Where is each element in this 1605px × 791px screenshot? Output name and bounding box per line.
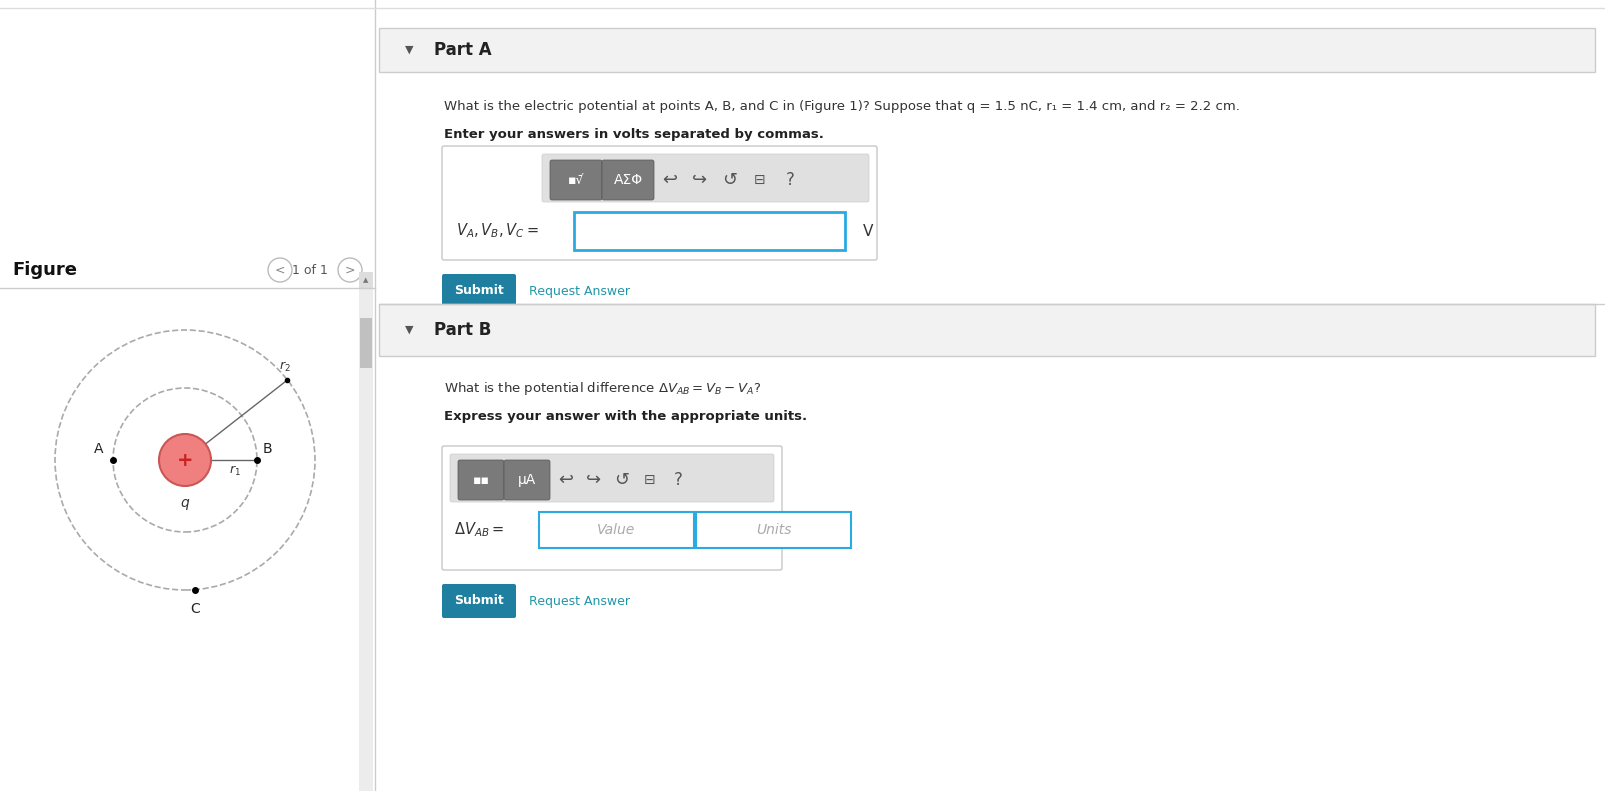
Text: Part A: Part A xyxy=(433,41,491,59)
FancyBboxPatch shape xyxy=(441,274,515,308)
FancyBboxPatch shape xyxy=(542,154,868,202)
Text: 1 of 1: 1 of 1 xyxy=(292,263,327,277)
Text: ⊟: ⊟ xyxy=(754,173,766,187)
Text: A: A xyxy=(93,442,103,456)
FancyBboxPatch shape xyxy=(441,584,515,618)
FancyBboxPatch shape xyxy=(575,212,844,250)
Text: ↺: ↺ xyxy=(615,471,629,489)
Text: What is the potential difference $\Delta V_{AB} = V_B - V_A$?: What is the potential difference $\Delta… xyxy=(445,380,761,397)
FancyBboxPatch shape xyxy=(697,512,851,548)
Text: ▼: ▼ xyxy=(404,325,412,335)
FancyBboxPatch shape xyxy=(602,160,653,200)
Text: V: V xyxy=(863,224,873,239)
Text: ?: ? xyxy=(674,471,682,489)
Text: Value: Value xyxy=(597,523,636,537)
Text: >: > xyxy=(345,263,355,277)
Text: ↩: ↩ xyxy=(559,471,573,489)
FancyBboxPatch shape xyxy=(504,460,551,500)
FancyBboxPatch shape xyxy=(441,446,782,570)
Text: C: C xyxy=(189,602,201,616)
Text: ?: ? xyxy=(785,171,794,189)
Text: $r_2$: $r_2$ xyxy=(279,360,291,374)
FancyBboxPatch shape xyxy=(551,160,602,200)
Text: $V_A, V_B, V_C =$: $V_A, V_B, V_C =$ xyxy=(456,221,539,240)
Text: ▲: ▲ xyxy=(363,277,369,283)
Text: Submit: Submit xyxy=(454,595,504,607)
Text: ⊟: ⊟ xyxy=(644,473,656,487)
FancyBboxPatch shape xyxy=(360,288,372,791)
Text: $\Delta V_{AB} =$: $\Delta V_{AB} =$ xyxy=(454,520,504,539)
FancyBboxPatch shape xyxy=(360,272,372,288)
Text: μA: μA xyxy=(518,473,536,487)
FancyBboxPatch shape xyxy=(360,318,372,368)
Text: Units: Units xyxy=(756,523,791,537)
Text: ↪: ↪ xyxy=(692,171,708,189)
Text: ↺: ↺ xyxy=(722,171,738,189)
FancyBboxPatch shape xyxy=(379,304,1595,356)
Text: ▼: ▼ xyxy=(404,45,412,55)
Text: ↩: ↩ xyxy=(663,171,677,189)
FancyBboxPatch shape xyxy=(441,146,876,260)
Text: <: < xyxy=(274,263,286,277)
Text: $r_1$: $r_1$ xyxy=(230,464,241,478)
Text: Part B: Part B xyxy=(433,321,491,339)
Text: Submit: Submit xyxy=(454,285,504,297)
Text: ▪√̄: ▪√̄ xyxy=(568,173,584,187)
Circle shape xyxy=(159,434,210,486)
Text: Request Answer: Request Answer xyxy=(530,285,631,297)
Text: +: + xyxy=(177,451,193,470)
FancyBboxPatch shape xyxy=(379,28,1595,72)
Text: ▪▪: ▪▪ xyxy=(472,474,490,486)
Text: Express your answer with the appropriate units.: Express your answer with the appropriate… xyxy=(445,410,807,423)
Text: Request Answer: Request Answer xyxy=(530,595,631,607)
Text: B: B xyxy=(263,442,273,456)
Text: What is the electric potential at points A, B, and C in (Figure 1)? Suppose that: What is the electric potential at points… xyxy=(445,100,1241,113)
Text: q: q xyxy=(181,496,189,510)
FancyBboxPatch shape xyxy=(539,512,693,548)
Text: ΑΣΦ: ΑΣΦ xyxy=(613,173,642,187)
FancyBboxPatch shape xyxy=(449,454,774,502)
FancyBboxPatch shape xyxy=(457,460,504,500)
Text: Figure: Figure xyxy=(11,261,77,279)
Text: ↪: ↪ xyxy=(586,471,602,489)
Text: Enter your answers in volts separated by commas.: Enter your answers in volts separated by… xyxy=(445,128,823,141)
